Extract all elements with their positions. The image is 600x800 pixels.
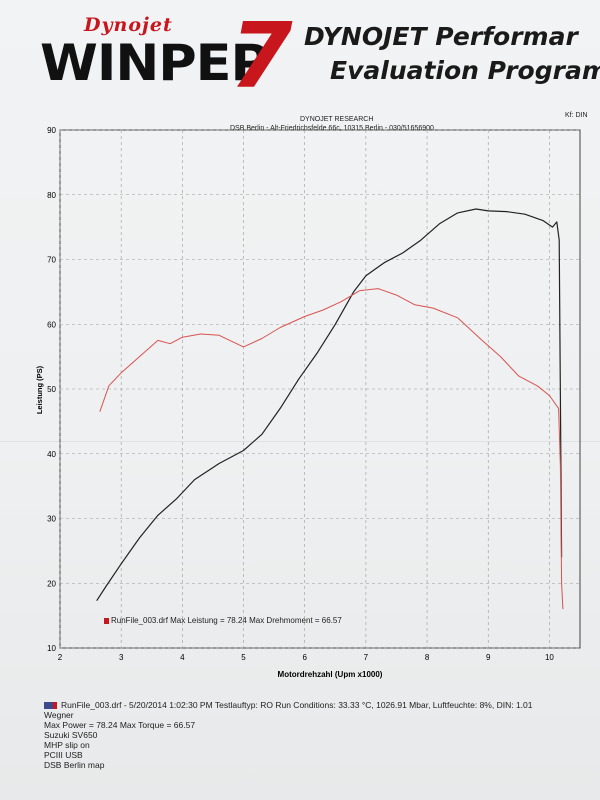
run-info-line-7: DSB Berlin map: [44, 760, 105, 770]
y-tick-label: 40: [47, 450, 56, 459]
x-tick-label: 9: [486, 653, 491, 662]
y-tick-label: 60: [47, 320, 56, 329]
x-tick-label: 10: [545, 653, 554, 662]
legend-text: RunFile_003.drf Max Leistung = 78.24 Max…: [111, 616, 342, 625]
power-curve: [96, 208, 563, 602]
run-info-line-2: Wegner: [44, 710, 74, 720]
y-tick-label: 80: [47, 191, 56, 200]
run-info-line-3: Max Power = 78.24 Max Torque = 66.57: [44, 720, 196, 730]
y-tick-label: 30: [47, 515, 56, 524]
y-tick-label: 20: [47, 579, 56, 588]
chart-lines: [96, 208, 564, 610]
winpep-logo: Dynojet WINPEP 7: [40, 4, 300, 109]
run-info-line-4: Suzuki SV650: [44, 730, 98, 740]
logo-dynojet-text: Dynojet: [84, 14, 173, 36]
x-tick-label: 7: [364, 653, 369, 662]
x-tick-label: 6: [302, 653, 307, 662]
run-info-line-6: PCIII USB: [44, 750, 83, 760]
run-info: RunFile_003.drf - 5/20/2014 1:02:30 PM T…: [44, 700, 533, 770]
header-title-line2: Evaluation Program: [330, 56, 600, 85]
chart-grid: [59, 129, 581, 649]
x-tick-label: 8: [425, 653, 430, 662]
x-tick-label: 4: [180, 653, 185, 662]
y-tick-label: 70: [47, 256, 56, 265]
logo-winpep-text: WINPEP: [40, 34, 269, 92]
correction-factor: Kf: DIN: [565, 112, 588, 119]
y-tick-label: 10: [47, 644, 56, 653]
torque-curve: [99, 288, 564, 610]
y-tick-label: 50: [47, 385, 56, 394]
paper-fold: [0, 441, 600, 442]
chart-legend: RunFile_003.drf Max Leistung = 78.24 Max…: [104, 616, 342, 625]
header-title-line1: DYNOJET Performar: [304, 22, 578, 51]
run-info-line-5: MHP slip on: [44, 740, 90, 750]
y-tick-label: 90: [47, 126, 56, 135]
y-axis-label: Leistung (PS): [35, 365, 44, 414]
logo-seven: 7: [230, 4, 293, 109]
x-tick-label: 2: [58, 653, 63, 662]
company-address: DSB Berlin - Alt-Friedrichsfelde 66c, 10…: [230, 125, 434, 132]
x-axis-label: Motordrehzahl (Upm x1000): [278, 670, 383, 679]
legend-swatch: [104, 617, 109, 624]
run-file-icon: [44, 702, 57, 710]
x-tick-label: 3: [119, 653, 124, 662]
x-tick-label: 5: [241, 653, 246, 662]
chart-tick-labels: 2 3 4 5 6 7 8 9 10 10 20 30 40 50 60 70 80 90: [47, 126, 554, 662]
run-info-line-1: RunFile_003.drf - 5/20/2014 1:02:30 PM T…: [44, 700, 533, 710]
company-name: DYNOJET RESEARCH: [300, 116, 374, 123]
